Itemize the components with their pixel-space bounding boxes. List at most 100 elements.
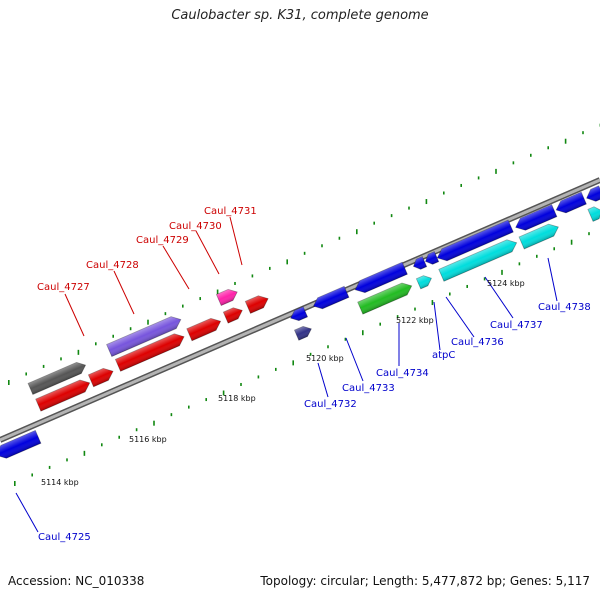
gene-arrow[interactable] bbox=[423, 251, 440, 267]
gene-label-caul-4733[interactable]: Caul_4733 bbox=[342, 383, 395, 394]
kbp-scale-labels: 5114 kbp 5116 kbp 5118 kbp 5120 kbp 5122… bbox=[41, 279, 525, 487]
tick-mark bbox=[373, 221, 375, 225]
tick-mark bbox=[95, 342, 97, 346]
gene-arrow[interactable] bbox=[35, 377, 93, 412]
tick-mark bbox=[8, 380, 10, 385]
topology-text: Topology: circular; Length: 5,477,872 bp… bbox=[260, 574, 590, 588]
tick-mark bbox=[269, 266, 271, 270]
tick-mark bbox=[251, 274, 254, 278]
connector-caul-4725 bbox=[15, 492, 39, 533]
gene-label-caul-4729[interactable]: Caul_4729 bbox=[136, 235, 189, 246]
reverse-gene-labels: Caul_4725 Caul_4732 Caul_4733 Caul_4734 … bbox=[38, 302, 591, 543]
tick-mark bbox=[588, 232, 590, 236]
tick-mark bbox=[547, 146, 549, 150]
tick-mark bbox=[536, 254, 538, 258]
gene-arrow[interactable] bbox=[27, 360, 88, 395]
connector-caul-4728 bbox=[113, 270, 135, 315]
connector-caul-4729 bbox=[162, 245, 190, 290]
gene-label-caul-4730[interactable]: Caul_4730 bbox=[169, 221, 222, 232]
tick-mark bbox=[25, 372, 27, 376]
tick-mark bbox=[257, 375, 260, 379]
tick-mark bbox=[530, 153, 532, 157]
gene-label-caul-4725[interactable]: Caul_4725 bbox=[38, 532, 91, 543]
gene-arrow[interactable] bbox=[411, 256, 428, 272]
tick-mark bbox=[77, 349, 80, 355]
tick-mark bbox=[101, 443, 103, 447]
gene-arrow[interactable] bbox=[554, 191, 587, 216]
tick-mark bbox=[182, 304, 184, 308]
tick-mark bbox=[222, 390, 225, 396]
connector-caul-4736 bbox=[445, 296, 475, 338]
tick-mark bbox=[240, 382, 242, 386]
gene-arrow[interactable] bbox=[215, 287, 239, 307]
gene-label-caul-4736[interactable]: Caul_4736 bbox=[451, 337, 504, 348]
tick-mark bbox=[48, 465, 51, 469]
tick-mark bbox=[501, 269, 503, 275]
tick-mark bbox=[164, 312, 167, 316]
gene-arrow[interactable] bbox=[311, 285, 350, 311]
gene-arrow[interactable] bbox=[244, 293, 270, 314]
tick-mark bbox=[135, 428, 138, 432]
tick-mark bbox=[362, 330, 364, 336]
tick-mark bbox=[42, 364, 45, 368]
tick-mark bbox=[495, 168, 497, 174]
kbp-label: 5118 kbp bbox=[218, 394, 256, 403]
gene-label-caul-4737[interactable]: Caul_4737 bbox=[490, 320, 543, 331]
tick-mark bbox=[118, 435, 120, 439]
tick-mark bbox=[396, 315, 399, 319]
tick-mark bbox=[483, 277, 486, 281]
connector-atpc bbox=[433, 301, 441, 351]
tick-mark bbox=[14, 481, 16, 486]
connector-caul-4733 bbox=[345, 337, 364, 382]
gene-arrow[interactable] bbox=[438, 237, 519, 282]
gene-label-caul-4731[interactable]: Caul_4731 bbox=[204, 206, 257, 217]
gene-label-caul-4727[interactable]: Caul_4727 bbox=[37, 282, 90, 293]
tick-mark bbox=[431, 300, 434, 306]
kbp-label: 5124 kbp bbox=[487, 279, 525, 288]
gene-label-atpc[interactable]: atpC bbox=[432, 350, 455, 361]
gene-label-caul-4734[interactable]: Caul_4734 bbox=[376, 368, 429, 379]
gene-arrow[interactable] bbox=[87, 365, 115, 388]
gene-arrow[interactable] bbox=[114, 331, 186, 372]
gene-arrow[interactable] bbox=[587, 205, 600, 222]
tick-mark bbox=[60, 357, 62, 361]
connector-caul-4732 bbox=[317, 362, 329, 398]
gene-arrow[interactable] bbox=[518, 221, 561, 250]
gene-label-caul-4732[interactable]: Caul_4732 bbox=[304, 399, 357, 410]
gene-arrow[interactable] bbox=[357, 280, 415, 315]
kbp-label: 5114 kbp bbox=[41, 478, 79, 487]
connector-caul-4727 bbox=[64, 293, 85, 337]
connector-caul-4737 bbox=[484, 276, 514, 319]
tick-mark bbox=[234, 281, 236, 285]
gene-label-caul-4738[interactable]: Caul_4738 bbox=[538, 302, 591, 313]
connector-caul-4738 bbox=[547, 257, 558, 302]
tick-mark bbox=[309, 352, 312, 356]
tick-mark bbox=[170, 413, 173, 417]
tick-mark bbox=[512, 161, 515, 165]
gene-arrow[interactable] bbox=[513, 204, 558, 234]
gene-arrow[interactable] bbox=[106, 314, 184, 357]
gene-arrow[interactable] bbox=[293, 324, 313, 341]
tick-mark bbox=[344, 337, 347, 341]
tick-mark bbox=[286, 259, 288, 265]
gene-arrow[interactable] bbox=[435, 219, 514, 264]
connector-caul-4731 bbox=[229, 216, 243, 266]
gene-arrow[interactable] bbox=[0, 429, 42, 461]
gene-arrow[interactable] bbox=[353, 261, 408, 295]
gene-label-caul-4728[interactable]: Caul_4728 bbox=[86, 260, 139, 271]
tick-mark bbox=[414, 307, 416, 311]
tick-mark bbox=[443, 191, 445, 195]
tick-mark bbox=[129, 327, 132, 331]
gene-arrow[interactable] bbox=[415, 273, 433, 290]
tick-mark bbox=[356, 229, 358, 235]
tick-mark bbox=[199, 297, 201, 301]
tick-mark bbox=[390, 214, 393, 218]
gene-arrow[interactable] bbox=[288, 306, 309, 323]
tick-mark bbox=[303, 251, 306, 255]
tick-mark bbox=[564, 138, 567, 144]
gene-arrow[interactable] bbox=[186, 315, 223, 342]
gene-arrow[interactable] bbox=[222, 305, 244, 324]
kbp-label: 5120 kbp bbox=[306, 354, 344, 363]
